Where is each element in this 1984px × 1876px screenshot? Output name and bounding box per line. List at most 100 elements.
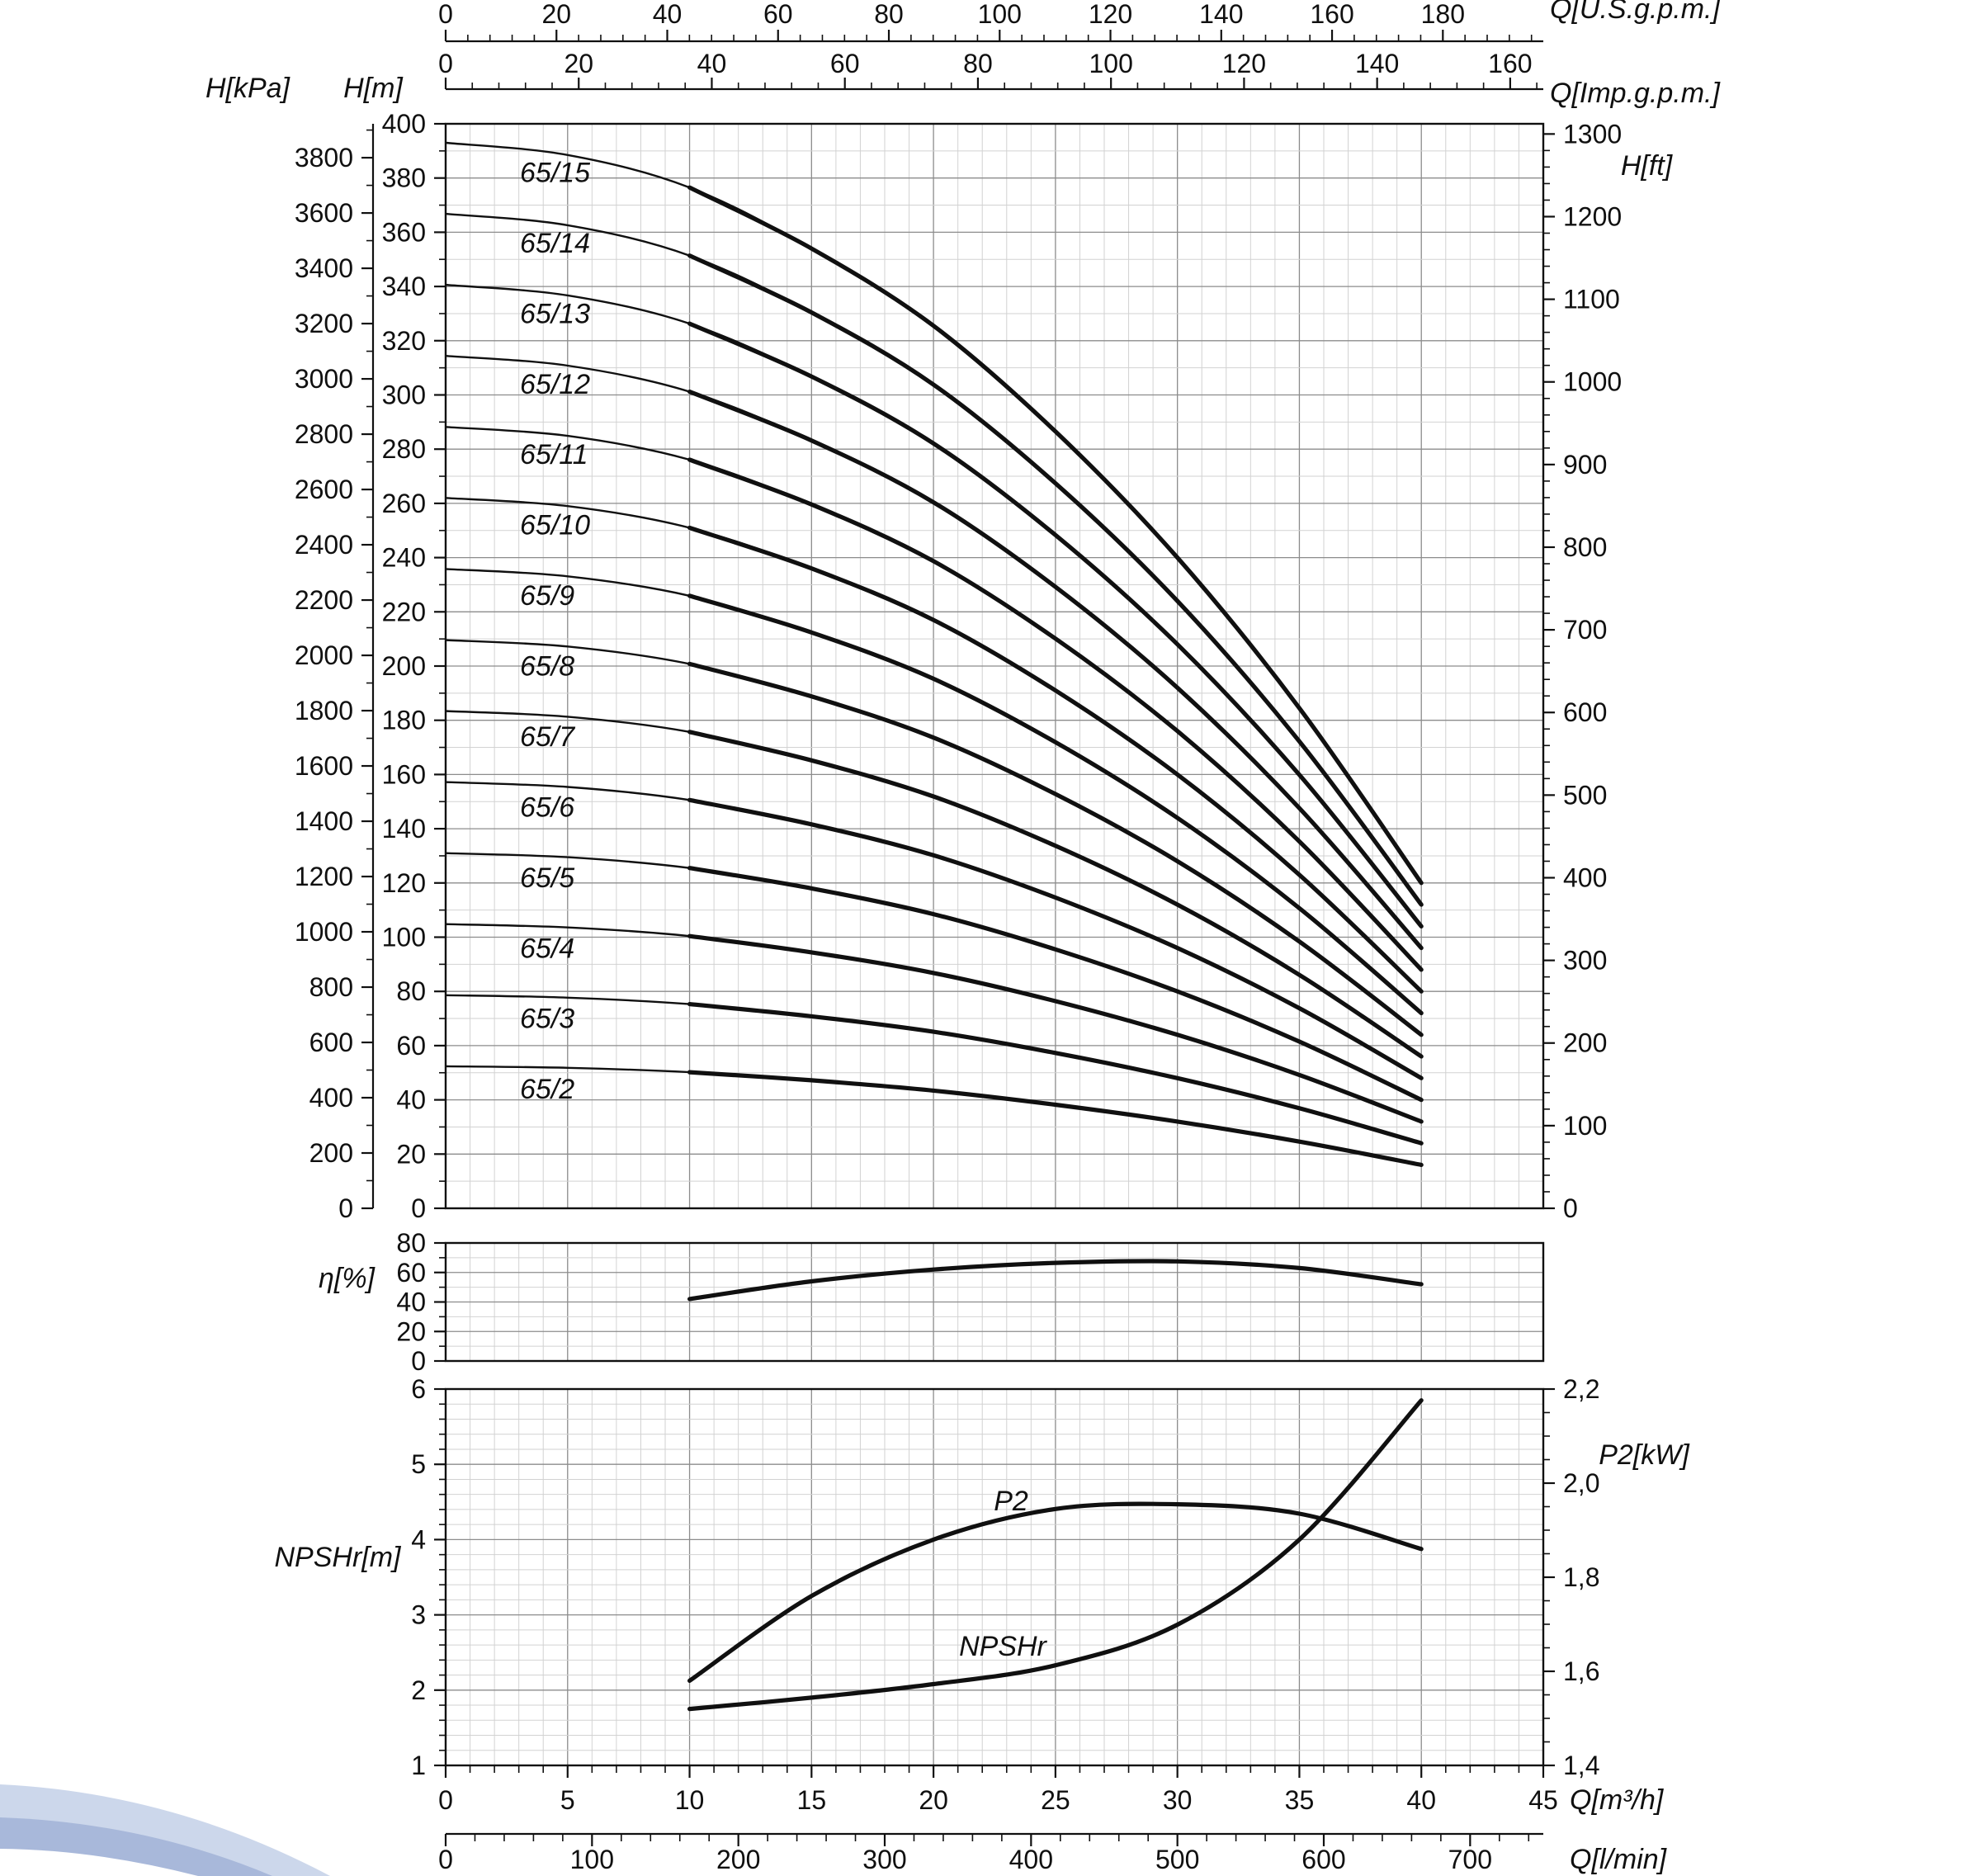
tick-label-imp-gpm: 0 xyxy=(438,49,453,78)
curve-65-11 xyxy=(687,457,1424,972)
tick-label-lmin: 300 xyxy=(862,1845,906,1874)
tick-label-h-kpa: 400 xyxy=(309,1083,353,1113)
tick-label-h-m: 220 xyxy=(382,597,426,626)
curve-65-6 xyxy=(687,797,1424,1080)
axis-title-us-gpm: Q[U.S.g.p.m.] xyxy=(1550,0,1721,25)
curve-65-13 xyxy=(687,321,1424,929)
tick-label-h-kpa: 2000 xyxy=(295,640,353,670)
tick-label-h-ft: 600 xyxy=(1563,697,1607,727)
tick-label-us-gpm: 160 xyxy=(1310,0,1353,29)
tick-label-h-kpa: 2200 xyxy=(295,585,353,615)
axis-title-lmin: Q[l/min] xyxy=(1570,1844,1668,1875)
tick-label-imp-gpm: 100 xyxy=(1089,49,1132,78)
curve-65-14 xyxy=(687,253,1424,907)
tick-label-h-kpa: 3400 xyxy=(295,253,353,283)
curve-label-65-8: 65/8 xyxy=(520,651,574,683)
curve-65-5 xyxy=(687,866,1424,1103)
curve-label-65-5: 65/5 xyxy=(520,862,574,894)
tick-label-eta: 40 xyxy=(396,1288,426,1317)
tick-label-h-m: 280 xyxy=(382,434,426,464)
tick-label-h-m: 60 xyxy=(396,1031,426,1061)
tick-label-m3h: 0 xyxy=(438,1785,453,1815)
curve-label-npshr: NPSHr xyxy=(959,1631,1047,1662)
tick-label-eta: 20 xyxy=(396,1316,426,1346)
curve-label-65-9: 65/9 xyxy=(520,580,574,612)
tick-label-us-gpm: 40 xyxy=(653,0,683,29)
tick-label-h-m: 400 xyxy=(382,109,426,139)
tick-label-m3h: 15 xyxy=(797,1785,827,1815)
head-chart xyxy=(444,122,1545,1210)
curve-65-15 xyxy=(687,185,1424,886)
tick-label-us-gpm: 140 xyxy=(1199,0,1243,29)
curve-65-12 xyxy=(687,390,1424,951)
tick-label-h-ft: 200 xyxy=(1563,1028,1607,1058)
curve-label-65-6: 65/6 xyxy=(520,792,574,823)
tick-label-h-m: 260 xyxy=(382,489,426,518)
tick-label-imp-gpm: 160 xyxy=(1488,49,1532,78)
curve-label-65-15: 65/15 xyxy=(520,157,590,188)
curve-label-65-13: 65/13 xyxy=(520,298,590,329)
tick-label-m3h: 20 xyxy=(919,1785,948,1815)
tick-label-h-m: 140 xyxy=(382,814,426,843)
tick-label-h-m: 40 xyxy=(396,1085,426,1115)
tick-label-h-ft: 1200 xyxy=(1563,201,1622,231)
tick-label-h-kpa: 600 xyxy=(309,1028,353,1057)
curve-label-65-2: 65/2 xyxy=(520,1074,574,1105)
tick-label-h-ft: 400 xyxy=(1563,862,1607,892)
tick-label-eta: 60 xyxy=(396,1258,426,1288)
tick-label-h-m: 20 xyxy=(396,1139,426,1169)
npsh-chart-border xyxy=(444,1387,1545,1767)
npsh-p2-chart: 1 2 3 4 5 6 NPSHr[m] 1,4 1,6 1,8 2,0 2,2 P2[kW] P2 NPS… xyxy=(275,1374,1691,1780)
tick-label-m3h: 10 xyxy=(675,1785,705,1815)
tick-label-h-m: 80 xyxy=(396,976,426,1006)
tick-label-imp-gpm: 140 xyxy=(1355,49,1399,78)
tick-label-imp-gpm: 60 xyxy=(830,49,860,78)
head-curves: 65/15 65/14 65/13 65/12 65/11 65/10 65/9 65/8 65… xyxy=(445,141,1424,1167)
axis-h-ft: 0 100 200 300 400 500 600 700 800 900 1000 1100 1200… xyxy=(1543,119,1674,1223)
tick-label-npshr: 6 xyxy=(411,1374,426,1404)
tick-label-h-m: 320 xyxy=(382,326,426,356)
curve-npshr xyxy=(687,1398,1424,1712)
tick-label-eta: 0 xyxy=(411,1346,426,1376)
tick-label-lmin: 200 xyxy=(716,1845,760,1874)
curve-label-p2: P2 xyxy=(994,1486,1028,1517)
axis-title-npshr: NPSHr[m] xyxy=(275,1542,403,1573)
tick-label-imp-gpm: 40 xyxy=(697,49,727,78)
axis-h-m: 0 20 40 60 80 100 120 140 160 180 200 220 240 260 280 3… xyxy=(343,73,446,1223)
tick-label-h-ft: 500 xyxy=(1563,780,1607,810)
curve-p2 xyxy=(687,1501,1424,1683)
tick-label-us-gpm: 120 xyxy=(1089,0,1132,29)
tick-label-h-m: 160 xyxy=(382,759,426,789)
tick-label-h-m: 100 xyxy=(382,923,426,952)
tick-label-m3h: 40 xyxy=(1406,1785,1436,1815)
tick-label-p2: 1,4 xyxy=(1563,1751,1599,1780)
tick-label-h-kpa: 200 xyxy=(309,1138,353,1168)
tick-label-npshr: 1 xyxy=(411,1751,426,1780)
curve-65-3 xyxy=(687,1002,1424,1146)
tick-label-h-ft: 1300 xyxy=(1563,119,1622,149)
curve-label-65-4: 65/4 xyxy=(520,933,574,964)
tick-label-h-ft: 0 xyxy=(1563,1193,1578,1223)
tick-label-h-m: 0 xyxy=(411,1193,426,1223)
tick-label-h-kpa: 1400 xyxy=(295,806,353,836)
axis-title-p2: P2[kW] xyxy=(1599,1439,1690,1471)
tick-label-p2: 2,2 xyxy=(1563,1374,1599,1404)
tick-label-h-kpa: 3200 xyxy=(295,309,353,338)
tick-label-p2: 1,6 xyxy=(1563,1656,1599,1686)
tick-label-lmin: 600 xyxy=(1301,1845,1345,1874)
tick-label-lmin: 100 xyxy=(570,1845,614,1874)
tick-label-imp-gpm: 80 xyxy=(963,49,993,78)
curve-65-7 xyxy=(687,730,1424,1059)
curve-label-65-11: 65/11 xyxy=(520,439,588,470)
tick-label-h-kpa: 3000 xyxy=(295,364,353,394)
tick-label-m3h: 35 xyxy=(1285,1785,1315,1815)
tick-label-h-ft: 700 xyxy=(1563,615,1607,645)
tick-label-us-gpm: 0 xyxy=(438,0,453,29)
axis-title-eta: η[%] xyxy=(319,1263,376,1294)
tick-label-h-kpa: 1000 xyxy=(295,917,353,947)
tick-label-h-m: 200 xyxy=(382,651,426,681)
axis-title-h-ft: H[ft] xyxy=(1621,150,1674,182)
tick-label-h-kpa: 2400 xyxy=(295,530,353,560)
